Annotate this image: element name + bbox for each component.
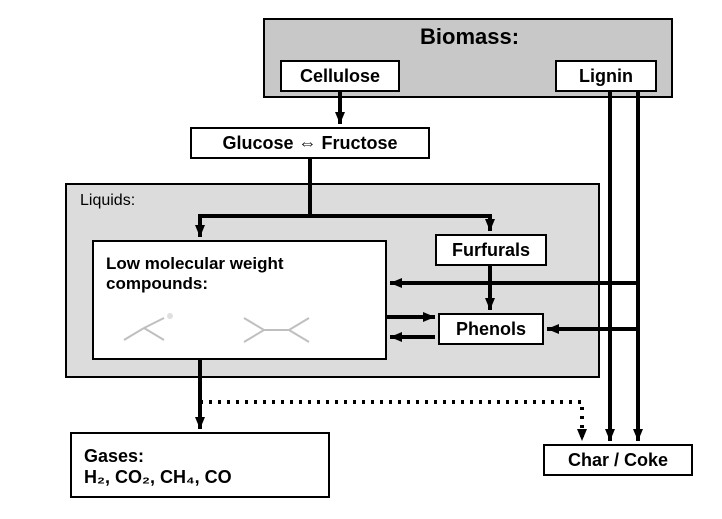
diagram-canvas: Biomass: Liquids: Cellulose Lignin Gluco… <box>0 0 722 519</box>
node-lmw-label: Low molecular weight compounds: <box>106 254 284 294</box>
region-liquids-title: Liquids: <box>80 192 135 210</box>
region-biomass-title: Biomass: <box>420 24 519 50</box>
node-furfurals: Furfurals <box>435 234 547 266</box>
node-char-coke: Char / Coke <box>543 444 693 476</box>
node-lignin: Lignin <box>555 60 657 92</box>
node-cellulose: Cellulose <box>280 60 400 92</box>
node-gases-label: Gases: H₂, CO₂, CH₄, CO <box>84 446 232 488</box>
node-glucose-fructose-label: Glucose ⇔ Fructose <box>222 133 397 154</box>
node-furfurals-label: Furfurals <box>452 240 530 261</box>
node-phenols-label: Phenols <box>456 319 526 340</box>
node-low-molecular-weight: Low molecular weight compounds: <box>92 240 387 360</box>
node-char-coke-label: Char / Coke <box>568 450 668 471</box>
molecule-sketch-icon <box>114 310 364 350</box>
node-lignin-label: Lignin <box>579 66 633 87</box>
node-phenols: Phenols <box>438 313 544 345</box>
node-glucose-fructose: Glucose ⇔ Fructose <box>190 127 430 159</box>
node-cellulose-label: Cellulose <box>300 66 380 87</box>
node-gases: Gases: H₂, CO₂, CH₄, CO <box>70 432 330 498</box>
